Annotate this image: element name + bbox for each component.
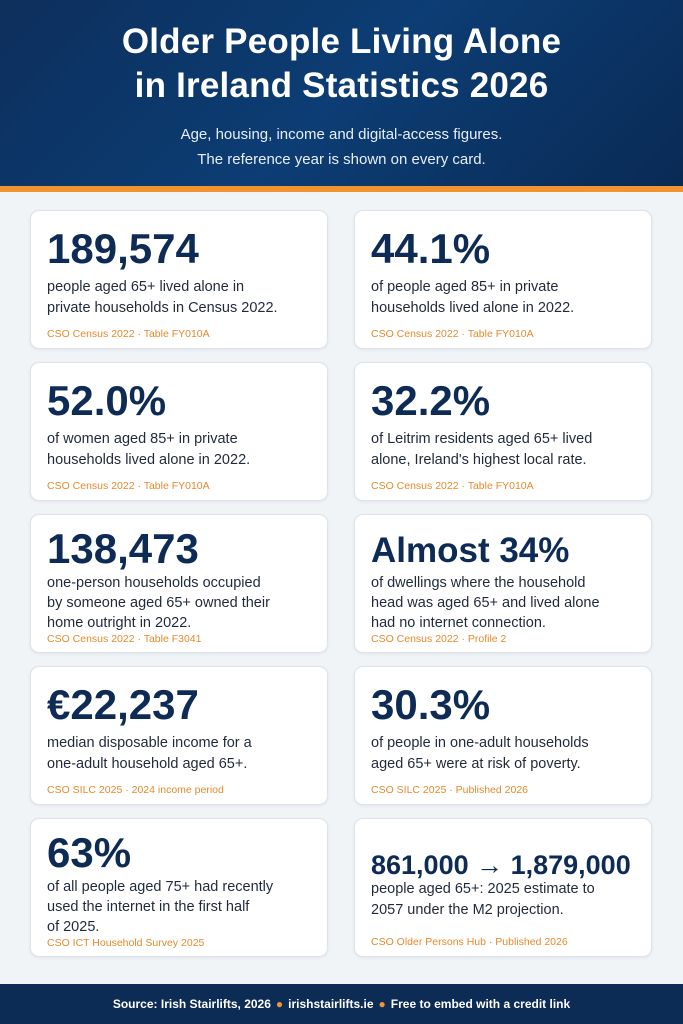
description-line: aged 65+ were at risk of poverty. xyxy=(371,756,581,772)
stat-description: of Leitrim residents aged 65+ lived alon… xyxy=(371,429,637,471)
description-line: had no internet connection. xyxy=(371,615,546,631)
stat-value: 63% xyxy=(47,829,132,876)
description-line: people aged 65+: 2025 estimate to xyxy=(371,881,595,897)
footer-site-link[interactable]: irishstairlifts.ie xyxy=(288,997,374,1011)
stat-source: CSO SILC 2025 · Published 2026 xyxy=(371,784,529,796)
stat-value: 189,574 xyxy=(47,225,199,272)
stat-description: one-person households occupied by someon… xyxy=(47,573,313,633)
description-line: of people aged 85+ in private xyxy=(371,279,559,295)
stat-source: CSO Census 2022 · Table FY010A xyxy=(371,328,534,340)
separator-dot-icon: ● xyxy=(275,997,284,1011)
stat-value: 30.3% xyxy=(371,681,491,728)
description-line: one-adult household aged 65+. xyxy=(47,756,248,772)
description-line: households lived alone in 2022. xyxy=(371,300,575,316)
description-line: median disposable income for a xyxy=(47,735,252,751)
description-line: of women aged 85+ in private xyxy=(47,431,238,447)
stat-value: 32.2% xyxy=(371,377,491,424)
description-line: people aged 65+ lived alone in xyxy=(47,279,245,295)
stat-source: CSO Census 2022 · Table FY010A xyxy=(371,480,534,492)
description-line: households lived alone in 2022. xyxy=(47,452,251,468)
stat-description: of people aged 85+ in private households… xyxy=(371,277,637,319)
description-line: one-person households occupied xyxy=(47,575,261,591)
description-line: alone, Ireland's highest local rate. xyxy=(371,452,587,468)
accent-divider xyxy=(0,186,683,192)
stat-source: CSO Census 2022 · Table F3041 xyxy=(47,633,202,645)
stat-source: CSO ICT Household Survey 2025 xyxy=(47,937,205,949)
description-line: private households in Census 2022. xyxy=(47,300,278,316)
stat-description: people aged 65+ lived alone in private h… xyxy=(47,277,313,319)
stat-value: 861,000 → 1,879,000 xyxy=(371,850,631,880)
description-line: by someone aged 65+ owned their xyxy=(47,595,270,611)
stat-value: 44.1% xyxy=(371,225,491,272)
stat-card: 189,574 people aged 65+ lived alone in p… xyxy=(30,210,328,349)
stat-description: median disposable income for a one-adult… xyxy=(47,733,313,775)
stat-card: 30.3% of people in one-adult households … xyxy=(354,666,652,805)
stat-source: CSO Census 2022 · Table FY010A xyxy=(47,328,210,340)
subtitle-line-1: Age, housing, income and digital-access … xyxy=(180,126,503,143)
page-title: Older People Living Alone in Ireland Sta… xyxy=(0,20,683,108)
title-line-1: Older People Living Alone xyxy=(121,22,562,61)
footer-embed-note: Free to embed with a credit link xyxy=(390,997,571,1011)
page-subtitle: Age, housing, income and digital-access … xyxy=(0,122,683,172)
description-line: 2057 under the M2 projection. xyxy=(371,902,564,918)
stat-source: CSO Census 2022 · Table FY010A xyxy=(47,480,210,492)
stat-description: people aged 65+: 2025 estimate to 2057 u… xyxy=(371,879,637,921)
stat-value: 52.0% xyxy=(47,377,167,424)
stat-card: 32.2% of Leitrim residents aged 65+ live… xyxy=(354,362,652,501)
stat-card: 44.1% of people aged 85+ in private hous… xyxy=(354,210,652,349)
description-line: head was aged 65+ and lived alone xyxy=(371,595,600,611)
description-line: home outright in 2022. xyxy=(47,615,192,631)
description-line: used the internet in the first half xyxy=(47,899,250,915)
description-line: of 2025. xyxy=(47,919,100,935)
description-line: of people in one-adult households xyxy=(371,735,589,751)
stat-description: of all people aged 75+ had recently used… xyxy=(47,877,313,937)
footer-credit: Source: Irish Stairlifts, 2026 ● irishstai… xyxy=(0,984,683,1024)
stat-value: €22,237 xyxy=(47,681,199,728)
stat-card: 52.0% of women aged 85+ in private house… xyxy=(30,362,328,501)
stat-card: 861,000 → 1,879,000 people aged 65+: 202… xyxy=(354,818,652,957)
subtitle-line-2: The reference year is shown on every car… xyxy=(197,151,486,168)
separator-dot-icon: ● xyxy=(378,997,386,1011)
stat-description: of women aged 85+ in private households … xyxy=(47,429,313,471)
stat-source: CSO SILC 2025 · 2024 income period xyxy=(47,784,224,796)
description-line: of dwellings where the household xyxy=(371,575,586,591)
stat-card: 138,473 one-person households occupied b… xyxy=(30,514,328,653)
stat-description: of people in one-adult households aged 6… xyxy=(371,733,637,775)
stat-card: Almost 34% of dwellings where the househ… xyxy=(354,514,652,653)
description-line: of all people aged 75+ had recently xyxy=(47,879,274,895)
stat-description: of dwellings where the household head wa… xyxy=(371,573,637,633)
footer-source: Source: Irish Stairlifts, 2026 xyxy=(112,997,271,1011)
stat-source: CSO Older Persons Hub · Published 2026 xyxy=(371,936,568,948)
stat-value: Almost 34% xyxy=(371,531,570,570)
stat-card: €22,237 median disposable income for a o… xyxy=(30,666,328,805)
header-banner: Older People Living Alone in Ireland Sta… xyxy=(0,0,683,186)
title-line-2: in Ireland Statistics 2026 xyxy=(134,66,549,105)
description-line: of Leitrim residents aged 65+ lived xyxy=(371,431,593,447)
stat-value: 138,473 xyxy=(47,525,199,572)
stat-card: 63% of all people aged 75+ had recently … xyxy=(30,818,328,957)
stat-source: CSO Census 2022 · Profile 2 xyxy=(371,633,507,645)
